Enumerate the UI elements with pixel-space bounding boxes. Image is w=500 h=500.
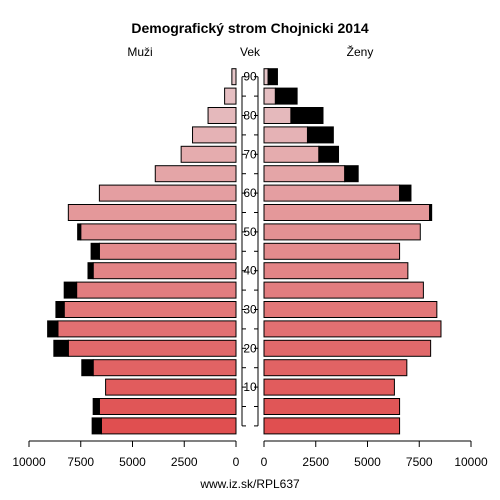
x-tick-label-left: 10000 xyxy=(12,455,46,469)
male-bar-20-24 xyxy=(67,339,237,357)
age-tick-label: 20 xyxy=(243,341,257,355)
age-tick-label: 10 xyxy=(243,380,257,394)
x-tick-label-left: 2500 xyxy=(171,455,198,469)
male-bar-5-9 xyxy=(98,398,237,415)
male-excess-bar-40-44 xyxy=(87,262,94,280)
male-excess-bar-0-4 xyxy=(91,417,102,435)
x-tick-label-right: 0 xyxy=(261,455,268,469)
male-bar-80-84 xyxy=(207,107,237,124)
female-bar-10-14 xyxy=(263,378,395,396)
age-tick-label: 30 xyxy=(243,303,257,317)
female-bar-15-19 xyxy=(263,359,408,377)
age-tick-label: 50 xyxy=(243,225,257,239)
female-bar-25-29 xyxy=(263,320,442,338)
male-bar-90+ xyxy=(231,68,237,86)
age-axis-label: Vek xyxy=(240,45,261,59)
female-bar-30-34 xyxy=(263,301,438,318)
male-bar-35-39 xyxy=(76,281,237,299)
male-bar-85-89 xyxy=(224,87,237,105)
male-bar-40-44 xyxy=(92,262,237,280)
female-excess-bar-70-74 xyxy=(318,145,340,163)
female-excess-bar-60-64 xyxy=(399,184,412,202)
female-bar-5-9 xyxy=(263,398,401,415)
female-bar-0-4 xyxy=(263,417,401,435)
male-bar-45-49 xyxy=(98,242,237,260)
x-tick-label-right: 7500 xyxy=(406,455,433,469)
female-excess-bar-65-69 xyxy=(344,165,359,183)
age-tick-label: 90 xyxy=(243,70,257,84)
x-tick-label-right: 5000 xyxy=(354,455,381,469)
age-tick-label: 80 xyxy=(243,109,257,123)
female-bar-75-79 xyxy=(263,126,308,144)
chart-title: Demografický strom Chojnicki 2014 xyxy=(131,20,369,36)
male-excess-bar-15-19 xyxy=(81,359,94,377)
female-bar-85-89 xyxy=(263,87,276,105)
age-tick-label: 60 xyxy=(243,186,257,200)
female-bar-90+ xyxy=(263,68,269,86)
female-bar-35-39 xyxy=(263,281,424,299)
female-bar-80-84 xyxy=(263,107,292,124)
male-bar-50-54 xyxy=(80,223,237,241)
male-bar-60-64 xyxy=(98,184,237,202)
female-excess-bar-90+ xyxy=(267,68,278,86)
male-excess-bar-45-49 xyxy=(90,242,100,260)
x-tick-label-left: 7500 xyxy=(67,455,94,469)
axes-group: 10 20 30 40 50 60 70 80 90 10000 0 7500 2500 5000 5000… xyxy=(12,70,488,469)
male-excess-bar-30-34 xyxy=(55,301,65,318)
male-excess-bar-20-24 xyxy=(53,339,69,357)
female-excess-bar-75-79 xyxy=(306,126,334,144)
male-bar-10-14 xyxy=(105,378,237,396)
bars-group xyxy=(47,68,442,435)
age-tick-label: 40 xyxy=(243,264,257,278)
male-excess-bar-25-29 xyxy=(47,320,59,338)
x-tick-label-right: 2500 xyxy=(302,455,329,469)
male-bar-15-19 xyxy=(92,359,237,377)
female-excess-bar-55-59 xyxy=(429,204,433,221)
female-bar-65-69 xyxy=(263,165,346,183)
male-bar-70-74 xyxy=(180,145,237,163)
female-bar-60-64 xyxy=(263,184,401,202)
female-bar-50-54 xyxy=(263,223,421,241)
female-bar-40-44 xyxy=(263,262,409,280)
female-bar-45-49 xyxy=(263,242,401,260)
male-excess-bar-50-54 xyxy=(77,223,82,241)
male-bar-25-29 xyxy=(57,320,237,338)
male-label: Muži xyxy=(127,45,152,59)
male-bar-65-69 xyxy=(154,165,237,183)
male-bar-30-34 xyxy=(63,301,237,318)
male-bar-0-4 xyxy=(100,417,237,435)
female-excess-bar-80-84 xyxy=(290,107,324,124)
female-bar-20-24 xyxy=(263,339,432,357)
male-bar-75-79 xyxy=(192,126,237,144)
female-bar-55-59 xyxy=(263,204,431,221)
x-tick-label-right: 10000 xyxy=(454,455,488,469)
source-label: www.iz.sk/RPL637 xyxy=(199,477,300,491)
male-excess-bar-35-39 xyxy=(63,281,78,299)
female-bar-70-74 xyxy=(263,145,320,163)
age-tick-label: 70 xyxy=(243,147,257,161)
female-label: Ženy xyxy=(347,44,374,59)
male-excess-bar-5-9 xyxy=(92,398,100,415)
male-bar-55-59 xyxy=(67,204,237,221)
x-tick-label-left: 0 xyxy=(233,455,240,469)
female-excess-bar-85-89 xyxy=(274,87,298,105)
x-tick-label-left: 5000 xyxy=(119,455,146,469)
